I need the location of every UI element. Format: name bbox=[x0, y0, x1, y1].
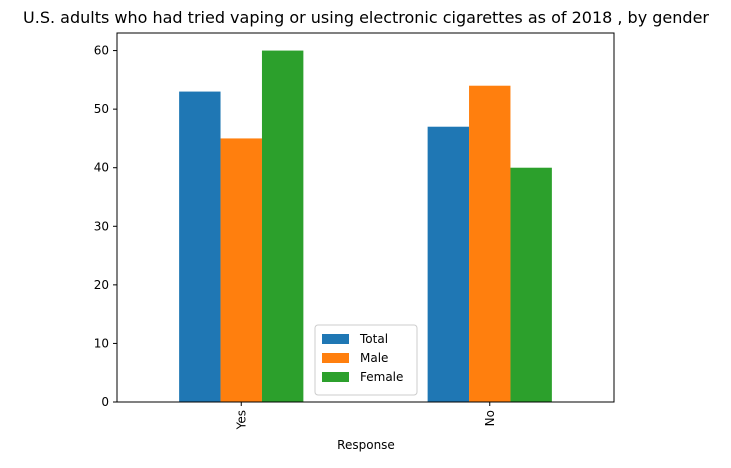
legend: Total Male Female bbox=[314, 324, 418, 396]
y-tick-label: 20 bbox=[94, 278, 109, 292]
bar-total-yes bbox=[179, 91, 221, 403]
y-tick-label: 50 bbox=[94, 102, 109, 116]
y-tick-label: 30 bbox=[94, 219, 109, 233]
x-axis-label: Response bbox=[337, 438, 395, 452]
bar-male-yes bbox=[220, 138, 262, 402]
legend-label-male: Male bbox=[360, 351, 388, 365]
bar-female-no bbox=[510, 167, 552, 402]
bar-total-no bbox=[427, 126, 470, 402]
chart-title: U.S. adults who had tried vaping or usin… bbox=[23, 8, 709, 27]
y-tick-label: 10 bbox=[94, 336, 109, 350]
plot-frame bbox=[116, 32, 615, 403]
legend-swatch-male bbox=[322, 353, 349, 363]
legend-label-female: Female bbox=[360, 370, 403, 384]
x-tick-label: Yes bbox=[234, 410, 248, 430]
x-tick-label: No bbox=[483, 410, 497, 426]
y-tick-label: 0 bbox=[101, 395, 109, 409]
legend-swatch-female bbox=[322, 372, 349, 382]
legend-label-total: Total bbox=[359, 332, 388, 346]
legend-swatch-total bbox=[322, 334, 349, 344]
bars-layer bbox=[179, 50, 552, 403]
bar-female-yes bbox=[261, 50, 304, 402]
y-tick-label: 60 bbox=[94, 44, 109, 58]
x-axis: Yes No bbox=[234, 402, 497, 430]
y-tick-label: 40 bbox=[94, 161, 109, 175]
bar-male-no bbox=[469, 85, 511, 402]
y-axis: 0 10 20 30 40 50 60 bbox=[94, 44, 117, 409]
